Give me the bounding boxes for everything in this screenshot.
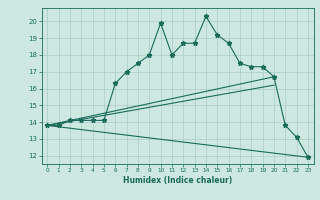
X-axis label: Humidex (Indice chaleur): Humidex (Indice chaleur) bbox=[123, 176, 232, 185]
